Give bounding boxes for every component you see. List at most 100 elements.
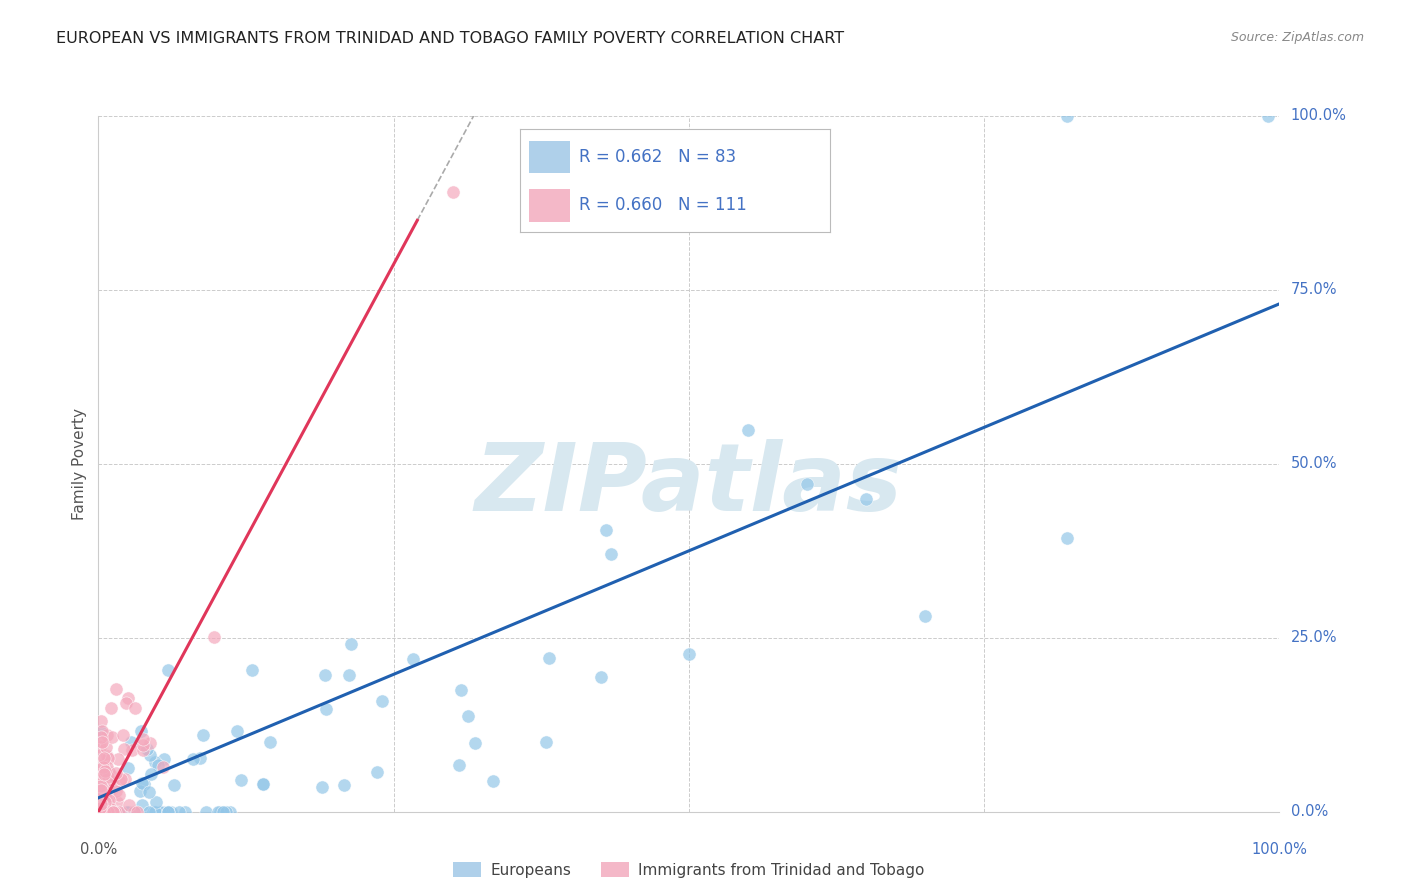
Point [118,805,141,819]
Point [91,735,114,749]
Point [107,752,129,766]
Text: 100.0%: 100.0% [1251,842,1308,857]
Point [90,805,112,819]
Point [131,723,153,738]
Point [93,805,115,819]
Point [131,743,153,757]
Point [93,805,115,819]
Point [89,805,111,819]
Point [91,799,114,814]
Point [139,747,162,762]
Point [231,772,253,787]
Point [145,805,167,819]
Point [94,805,117,819]
Point [90,805,112,819]
Point [90,805,112,819]
Text: 50.0%: 50.0% [1291,457,1337,471]
Point [252,777,274,791]
Point [208,805,231,819]
Point [91,805,114,819]
Point [87,805,110,819]
Point [120,735,142,749]
Point [93,767,115,781]
Point [97,805,120,819]
Point [212,805,235,819]
Text: EUROPEAN VS IMMIGRANTS FROM TRINIDAD AND TOBAGO FAMILY POVERTY CORRELATION CHART: EUROPEAN VS IMMIGRANTS FROM TRINIDAD AND… [56,31,845,46]
Point [259,735,281,749]
Point [174,805,197,819]
Point [105,805,128,819]
Point [105,795,128,809]
Point [89,782,111,797]
Point [115,696,138,710]
Point [127,805,149,819]
FancyBboxPatch shape [530,189,569,221]
Point [117,761,139,775]
Point [90,805,112,819]
Point [97,791,120,805]
Point [118,797,141,812]
Point [595,523,617,537]
Point [121,743,143,757]
Point [101,805,124,819]
Point [87,805,110,819]
Point [128,784,150,798]
Point [87,748,110,763]
Point [855,491,877,506]
Point [194,805,217,819]
Point [91,805,114,819]
Point [89,777,111,791]
Point [138,805,160,819]
Point [240,663,263,677]
Point [90,783,112,797]
Point [101,730,124,744]
Point [215,805,238,819]
Point [89,805,111,819]
Point [108,773,131,788]
Point [311,780,333,794]
Point [96,760,118,774]
Point [191,728,214,742]
Point [600,547,623,561]
Point [93,751,115,765]
Point [132,738,155,752]
Point [90,767,112,781]
Point [89,805,111,819]
Point [98,793,121,807]
Point [333,778,356,792]
Point [87,805,110,819]
Point [108,789,131,803]
Point [93,805,115,819]
Point [111,728,134,742]
Point [96,805,118,819]
Point [89,801,111,815]
Point [114,772,136,786]
Point [93,805,115,819]
Point [132,731,155,746]
Point [157,805,180,819]
Point [97,805,120,819]
Point [89,805,111,819]
Text: 100.0%: 100.0% [1291,109,1347,123]
Point [132,777,155,791]
Point [207,805,229,819]
Point [314,667,336,681]
Point [150,805,173,819]
Point [315,701,337,715]
Point [153,805,176,819]
Point [534,735,557,749]
Point [252,776,274,790]
Point [145,795,167,809]
Text: 75.0%: 75.0% [1291,283,1337,297]
Point [122,805,145,819]
Point [167,805,190,819]
Point [89,805,111,819]
Point [112,741,135,756]
Point [101,773,124,788]
Point [94,805,117,819]
Point [538,650,561,665]
Point [1257,109,1279,123]
Point [339,667,361,681]
Point [112,805,135,819]
Point [225,724,247,739]
